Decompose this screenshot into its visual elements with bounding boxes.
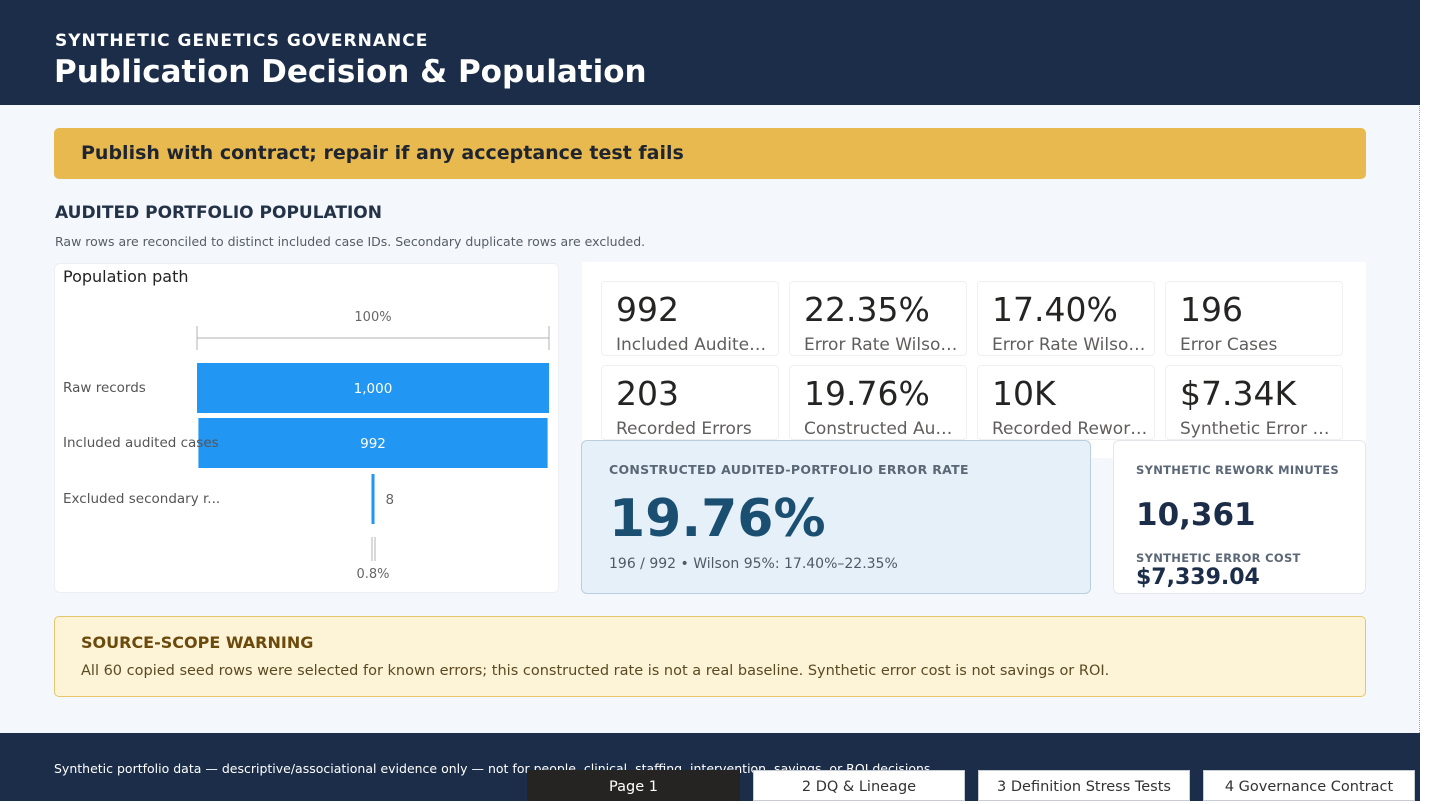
rework-minutes-value: 10,361 (1136, 497, 1256, 533)
error-rate-panel: CONSTRUCTED AUDITED-PORTFOLIO ERROR RATE… (581, 440, 1091, 594)
kpi-value: 203 (616, 374, 679, 413)
value-label: 8 (386, 492, 395, 508)
kpi-card[interactable]: 196 Error Cases (1165, 281, 1343, 356)
kpi-card[interactable]: $7.34K Synthetic Error C... (1165, 365, 1343, 440)
value-label: 1,000 (354, 381, 393, 397)
funnel-plot: 100% Raw records 1,000 Included audited cas… (63, 310, 550, 582)
report-header: SYNTHETIC GENETICS GOVERNANCE Publicatio… (0, 0, 1420, 105)
kpi-value: 10K (992, 374, 1056, 413)
bottom-percent-label: 0.8% (356, 567, 389, 582)
kpi-card-grid: 992 Included Audited... 22.35% Error Rate W… (582, 262, 1366, 458)
kpi-card[interactable]: 22.35% Error Rate Wilson... (789, 281, 967, 356)
kpi-card[interactable]: 10K Recorded Rework... (977, 365, 1155, 440)
kpi-card[interactable]: 17.40% Error Rate Wilson... (977, 281, 1155, 356)
rework-minutes-caption: SYNTHETIC REWORK MINUTES (1136, 463, 1339, 477)
chart-title: Population path (63, 267, 189, 286)
warning-title: SOURCE-SCOPE WARNING (81, 633, 314, 652)
kpi-label: Recorded Rework... (992, 419, 1150, 439)
kpi-label: Constructed Audi... (804, 419, 962, 439)
error-rate-value: 19.76% (609, 489, 826, 549)
value-label: 992 (360, 436, 386, 452)
tab-dq-lineage[interactable]: 2 DQ & Lineage (753, 770, 965, 801)
kpi-value: $7.34K (1180, 374, 1297, 413)
source-scope-warning: SOURCE-SCOPE WARNING All 60 copied seed … (54, 616, 1366, 697)
funnel-bar (371, 474, 375, 524)
kpi-label: Error Rate Wilson... (992, 335, 1150, 355)
kpi-value: 22.35% (804, 290, 930, 329)
category-label: Included audited cases (63, 435, 219, 451)
kpi-label: Error Cases (1180, 335, 1278, 355)
header-subtitle: SYNTHETIC GENETICS GOVERNANCE (55, 31, 429, 51)
category-label: Excluded secondary r... (63, 491, 220, 507)
error-rate-caption: CONSTRUCTED AUDITED-PORTFOLIO ERROR RATE (609, 462, 969, 477)
tab-definition-stress-tests[interactable]: 3 Definition Stress Tests (978, 770, 1190, 801)
kpi-label: Recorded Errors (616, 419, 752, 439)
kpi-value: 17.40% (992, 290, 1118, 329)
warning-body: All 60 copied seed rows were selected fo… (81, 663, 1110, 679)
decision-text: Publish with contract; repair if any acc… (81, 142, 684, 164)
tab-governance-contract[interactable]: 4 Governance Contract (1203, 770, 1415, 801)
page-title: Publication Decision & Population (54, 54, 647, 90)
population-section-title: AUDITED PORTFOLIO POPULATION (55, 203, 382, 223)
tab-page-1[interactable]: Page 1 (527, 770, 740, 801)
rework-panel: SYNTHETIC REWORK MINUTES 10,361 SYNTHETI… (1113, 440, 1366, 594)
funnel-bar (197, 363, 549, 413)
kpi-value: 196 (1180, 290, 1243, 329)
decision-banner: Publish with contract; repair if any acc… (54, 128, 1366, 179)
kpi-value: 19.76% (804, 374, 930, 413)
kpi-label: Error Rate Wilson... (804, 335, 962, 355)
kpi-card[interactable]: 992 Included Audited... (601, 281, 779, 356)
kpi-label: Included Audited... (616, 335, 774, 355)
top-percent-label: 100% (354, 310, 391, 325)
error-cost-value: $7,339.04 (1136, 565, 1260, 590)
error-rate-note: 196 / 992 • Wilson 95%: 17.40%–22.35% (609, 556, 898, 572)
kpi-card[interactable]: 19.76% Constructed Audi... (789, 365, 967, 440)
funnel-bar (198, 418, 548, 468)
kpi-value: 992 (616, 290, 679, 329)
population-path-chart[interactable]: Population path 100% Raw records 1,000 Incl… (54, 263, 559, 593)
category-label: Raw records (63, 380, 146, 396)
population-section-description: Raw rows are reconciled to distinct incl… (55, 234, 646, 249)
page-tabs: Page 1 2 DQ & Lineage 3 Definition Stres… (527, 770, 1420, 801)
kpi-card[interactable]: 203 Recorded Errors (601, 365, 779, 440)
kpi-label: Synthetic Error C... (1180, 419, 1338, 439)
error-cost-caption: SYNTHETIC ERROR COST (1136, 551, 1301, 565)
